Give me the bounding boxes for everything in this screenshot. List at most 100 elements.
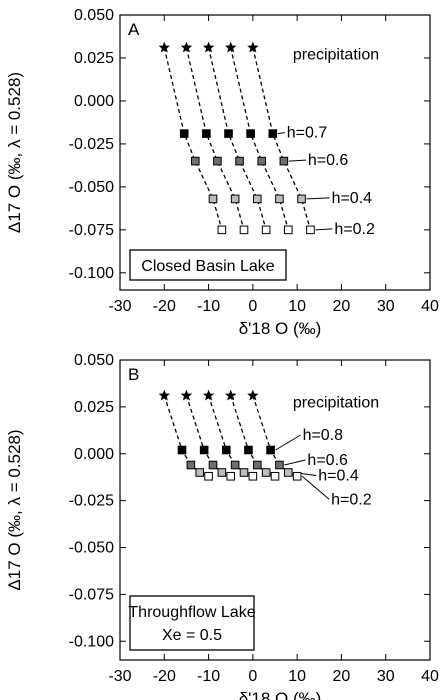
series-label: h=0.4 bbox=[332, 190, 373, 207]
connector-line bbox=[163, 395, 209, 477]
y-tick-label: -0.100 bbox=[69, 633, 114, 650]
plot-frame bbox=[119, 359, 431, 661]
label-pointer-line bbox=[301, 475, 330, 500]
square-marker bbox=[235, 156, 244, 166]
y-tick-label: -0.100 bbox=[69, 265, 114, 282]
chart-panel-A: 0.050 0.025 0.000 -0.025 -0.050 -0.075 -0.100 -… bbox=[5, 7, 439, 338]
precipitation-star-marker bbox=[180, 41, 193, 53]
connector-line bbox=[230, 395, 276, 477]
y-tick-label: 0.000 bbox=[74, 446, 114, 463]
connector-line bbox=[207, 395, 254, 477]
square-marker bbox=[208, 460, 218, 470]
series-label: h=0.6 bbox=[307, 452, 348, 469]
square-marker bbox=[252, 460, 262, 470]
y-tick-label: -0.050 bbox=[69, 179, 114, 196]
square-marker bbox=[306, 225, 315, 235]
lake-type-label: Throughflow Lake bbox=[128, 604, 255, 621]
lake-type-label: Xe = 0.5 bbox=[162, 627, 222, 644]
square-marker bbox=[275, 194, 284, 204]
connector-line bbox=[207, 47, 267, 230]
series-label: h=0.2 bbox=[331, 491, 372, 508]
label-pointer-line bbox=[315, 228, 333, 231]
connector-line bbox=[252, 395, 298, 477]
square-marker bbox=[224, 129, 233, 138]
square-marker bbox=[190, 156, 200, 166]
precipitation-star-marker bbox=[202, 389, 215, 401]
square-marker bbox=[268, 129, 278, 138]
square-marker bbox=[208, 194, 218, 204]
precipitation-star-marker bbox=[247, 41, 259, 53]
square-marker bbox=[266, 445, 275, 455]
square-marker bbox=[270, 471, 280, 481]
square-marker bbox=[230, 460, 240, 470]
x-tick-label: 0 bbox=[248, 298, 257, 315]
y-tick-label: 0.025 bbox=[74, 399, 114, 416]
x-tick-label: -20 bbox=[153, 298, 176, 315]
square-marker bbox=[177, 445, 187, 455]
square-marker bbox=[221, 445, 231, 455]
chart-panel-B: 0.050 0.025 0.000 -0.025 -0.050 -0.075 -0.100 -… bbox=[5, 352, 439, 700]
square-marker bbox=[186, 460, 196, 470]
precipitation-star-marker bbox=[158, 389, 170, 401]
square-marker bbox=[179, 129, 189, 138]
y-tick-label: 0.025 bbox=[74, 50, 114, 67]
square-marker bbox=[230, 194, 240, 204]
x-tick-label: 20 bbox=[333, 668, 351, 685]
connector-line bbox=[230, 47, 289, 230]
label-pointer-line bbox=[306, 197, 330, 200]
y-tick-label: -0.025 bbox=[69, 136, 114, 153]
square-marker bbox=[239, 225, 249, 235]
y-tick-label: -0.025 bbox=[69, 493, 114, 510]
panel-letter: B bbox=[128, 365, 139, 384]
series-label: h=0.2 bbox=[334, 221, 375, 238]
precipitation-star-marker bbox=[158, 41, 170, 53]
square-marker bbox=[261, 468, 271, 477]
square-marker bbox=[239, 468, 249, 477]
square-marker bbox=[248, 471, 258, 481]
connector-line bbox=[185, 47, 245, 230]
square-marker bbox=[279, 156, 289, 166]
y-tick-label: -0.075 bbox=[69, 586, 114, 603]
x-tick-label: 30 bbox=[377, 668, 395, 685]
label-pointer-line bbox=[288, 159, 306, 162]
square-marker bbox=[297, 194, 306, 204]
x-tick-label: 40 bbox=[421, 298, 439, 315]
square-marker bbox=[226, 471, 236, 481]
y-tick-label: 0.050 bbox=[74, 352, 114, 369]
label-pointer-line bbox=[275, 434, 301, 451]
label-pointer-line bbox=[277, 132, 285, 135]
precipitation-star-marker bbox=[225, 41, 237, 53]
square-marker bbox=[217, 468, 227, 477]
connector-line bbox=[163, 47, 223, 230]
square-marker bbox=[202, 129, 211, 138]
label-pointer-line bbox=[284, 459, 306, 466]
connector-line bbox=[252, 47, 312, 230]
precipitation-star-marker bbox=[225, 389, 237, 401]
square-marker bbox=[199, 445, 209, 455]
lake-type-label: Closed Basin Lake bbox=[141, 258, 275, 275]
square-marker bbox=[257, 156, 267, 166]
x-axis-label: δ'18 O (‰) bbox=[239, 689, 322, 700]
y-tick-label: -0.050 bbox=[69, 540, 114, 557]
connector-line bbox=[185, 395, 231, 477]
x-tick-label: -10 bbox=[197, 668, 220, 685]
precipitation-star-marker bbox=[247, 389, 259, 401]
y-tick-label: 0.050 bbox=[74, 7, 114, 24]
x-tick-label: 30 bbox=[377, 298, 395, 315]
x-tick-label: 10 bbox=[288, 298, 306, 315]
x-tick-label: -30 bbox=[108, 668, 131, 685]
precipitation-star-marker bbox=[202, 41, 215, 53]
series-label: h=0.8 bbox=[303, 427, 344, 444]
series-label: precipitation bbox=[293, 47, 379, 64]
y-axis-label: Δ17 O (‰, λ = 0.528) bbox=[5, 429, 24, 590]
square-marker bbox=[195, 468, 205, 477]
y-axis-label: Δ17 O (‰, λ = 0.528) bbox=[5, 72, 24, 233]
lake-type-box bbox=[129, 249, 287, 281]
series-label: h=0.4 bbox=[318, 468, 359, 485]
square-marker bbox=[217, 225, 227, 235]
y-tick-label: -0.075 bbox=[69, 222, 114, 239]
square-marker bbox=[244, 445, 253, 455]
x-tick-label: -10 bbox=[197, 298, 220, 315]
square-marker bbox=[252, 194, 262, 204]
precipitation-star-marker bbox=[180, 389, 193, 401]
